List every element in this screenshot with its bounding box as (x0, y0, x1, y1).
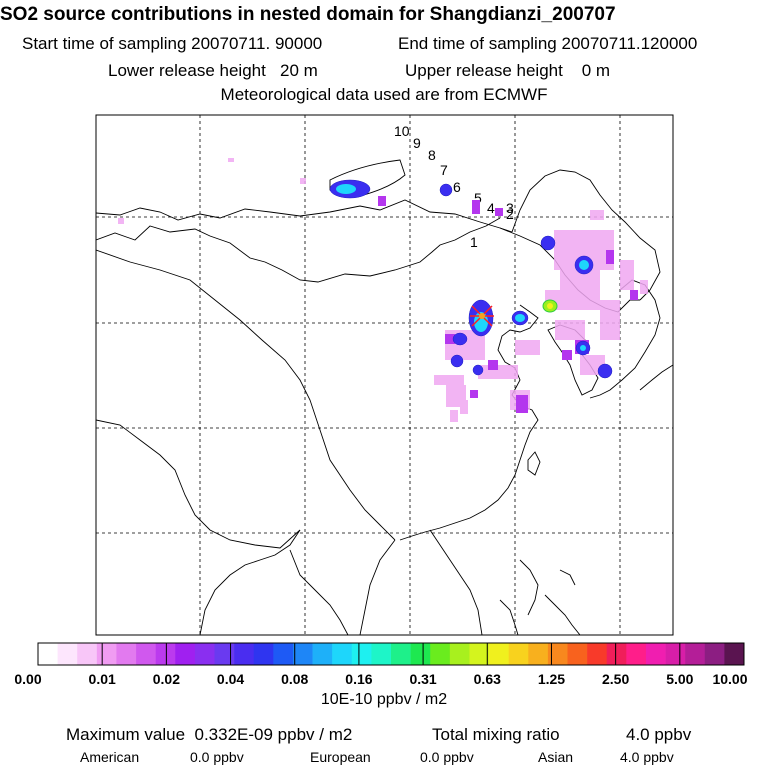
total-mixing-value: 4.0 ppbv (626, 725, 692, 744)
colorbar-cell (214, 643, 235, 665)
colorbar-cell (587, 643, 608, 665)
upper-height-label: Upper release height (405, 61, 563, 80)
max-value-line: Maximum value 0.332E-09 ppbv / m2 (66, 725, 352, 745)
colorbar-cell (508, 643, 529, 665)
colorbar-cell (96, 643, 117, 665)
total-mixing-label: Total mixing ratio (432, 725, 560, 744)
end-time-label: End time of sampling (398, 34, 557, 53)
lower-height-line: Lower release height 20 m (108, 61, 318, 81)
colorbar-tick-label: 0.63 (474, 671, 501, 687)
colorbar-cell (234, 643, 255, 665)
colorbar-cell (391, 643, 411, 665)
european-value: 0.0 ppbv (420, 749, 474, 765)
colorbar-cell (77, 643, 98, 665)
colorbar-tick-label: 0.04 (217, 671, 244, 687)
start-time-value: 20070711. 90000 (191, 34, 323, 53)
american-value: 0.0 ppbv (190, 749, 244, 765)
colorbar-cell (292, 643, 313, 665)
traj-label-4: 4 (487, 200, 495, 216)
total-mixing-line: Total mixing ratio (432, 725, 560, 745)
traj-label-2: 2 (506, 206, 514, 222)
asian-value: 4.0 ppbv (620, 749, 674, 765)
american-label: American (80, 749, 140, 765)
colorbar-cell (724, 643, 745, 665)
traj-label-1: 1 (470, 234, 478, 250)
upper-height-line: Upper release height 0 m (405, 61, 610, 81)
colorbar-cell (194, 643, 215, 665)
european-label: European (310, 749, 371, 765)
upper-height-value: 0 m (581, 61, 611, 80)
colorbar-tick-label: 0.16 (345, 671, 372, 687)
colorbar-cell (469, 643, 490, 665)
colorbar-tick-label: 0.31 (409, 671, 436, 687)
colorbar-cell (606, 643, 627, 665)
colorbar-cell (38, 643, 58, 665)
colorbar-cell (704, 643, 725, 665)
end-time-line: End time of sampling 20070711.120000 (398, 34, 697, 54)
colorbar-cell (273, 643, 294, 665)
start-time-label: Start time of sampling (22, 34, 187, 53)
colorbar-tick-label: 0.00 (14, 671, 41, 687)
traj-label-8: 8 (428, 147, 436, 163)
colorbar-tick-label: 0.01 (89, 671, 116, 687)
colorbar-unit: 10E-10 ppbv / m2 (320, 691, 448, 708)
asian-label: Asian (538, 749, 574, 765)
colorbar-tick-label: 1.25 (538, 671, 565, 687)
traj-label-10: 10 (394, 123, 410, 139)
colorbar-cell (155, 643, 176, 665)
max-value-value: 0.332E-09 ppbv / m2 (194, 725, 353, 744)
traj-label-6: 6 (453, 179, 461, 195)
met-data-note: Meteorological data used are from ECMWF (220, 85, 548, 104)
station-marker (470, 305, 494, 327)
map-title: SO2 source contributions in nested domai… (0, 4, 616, 25)
colorbar-cell (57, 643, 78, 665)
colorbar-tick-label: 2.50 (602, 671, 629, 687)
colorbar-cell (685, 643, 706, 665)
max-value-label: Maximum value (66, 725, 186, 744)
colorbar-cell (175, 643, 196, 665)
lower-height-label: Lower release height (108, 61, 266, 80)
trajectory-labels: 10 9 8 7 6 5 4 3 2 1 (394, 123, 514, 250)
colorbar-cell (626, 643, 647, 665)
colorbar-cell (528, 643, 549, 665)
start-time-line: Start time of sampling 20070711. 90000 (22, 34, 322, 54)
colorbar-cell (449, 643, 470, 665)
concentration-field (118, 158, 648, 422)
colorbar-ticks: 0.00 0.01 0.02 0.04 0.08 0.16 0.31 0.63 1.25 2.50… (14, 643, 748, 687)
colorbar: 0.00 0.01 0.02 0.04 0.08 0.16 0.31 0.63 1.25 2.50… (14, 642, 748, 687)
colorbar-cell (371, 643, 392, 665)
colorbar-cell (547, 643, 568, 665)
lower-height-value: 20 m (280, 61, 318, 80)
colorbar-cell (312, 643, 333, 665)
colorbar-cell (351, 643, 372, 665)
colorbar-cell (665, 643, 686, 665)
colorbar-tick-label: 5.00 (666, 671, 693, 687)
colorbar-cell (645, 643, 666, 665)
traj-label-9: 9 (413, 135, 421, 151)
end-time-value: 20070711.120000 (561, 34, 698, 53)
traj-label-7: 7 (440, 162, 448, 178)
colorbar-tick-label: 10.00 (712, 671, 747, 687)
colorbar-cell (332, 643, 353, 665)
colorbar-tick-label: 0.02 (153, 671, 180, 687)
colorbar-cell (489, 643, 509, 665)
colorbar-cell (567, 643, 588, 665)
traj-label-3: 3 (506, 200, 514, 216)
colorbar-cell (253, 643, 274, 665)
colorbar-cell (116, 643, 137, 665)
colorbar-cell (430, 643, 451, 665)
colorbar-cell (136, 643, 156, 665)
colorbar-cells (38, 643, 745, 665)
colorbar-tick-label: 0.08 (281, 671, 308, 687)
colorbar-cell (410, 643, 431, 665)
traj-label-5: 5 (474, 190, 482, 206)
